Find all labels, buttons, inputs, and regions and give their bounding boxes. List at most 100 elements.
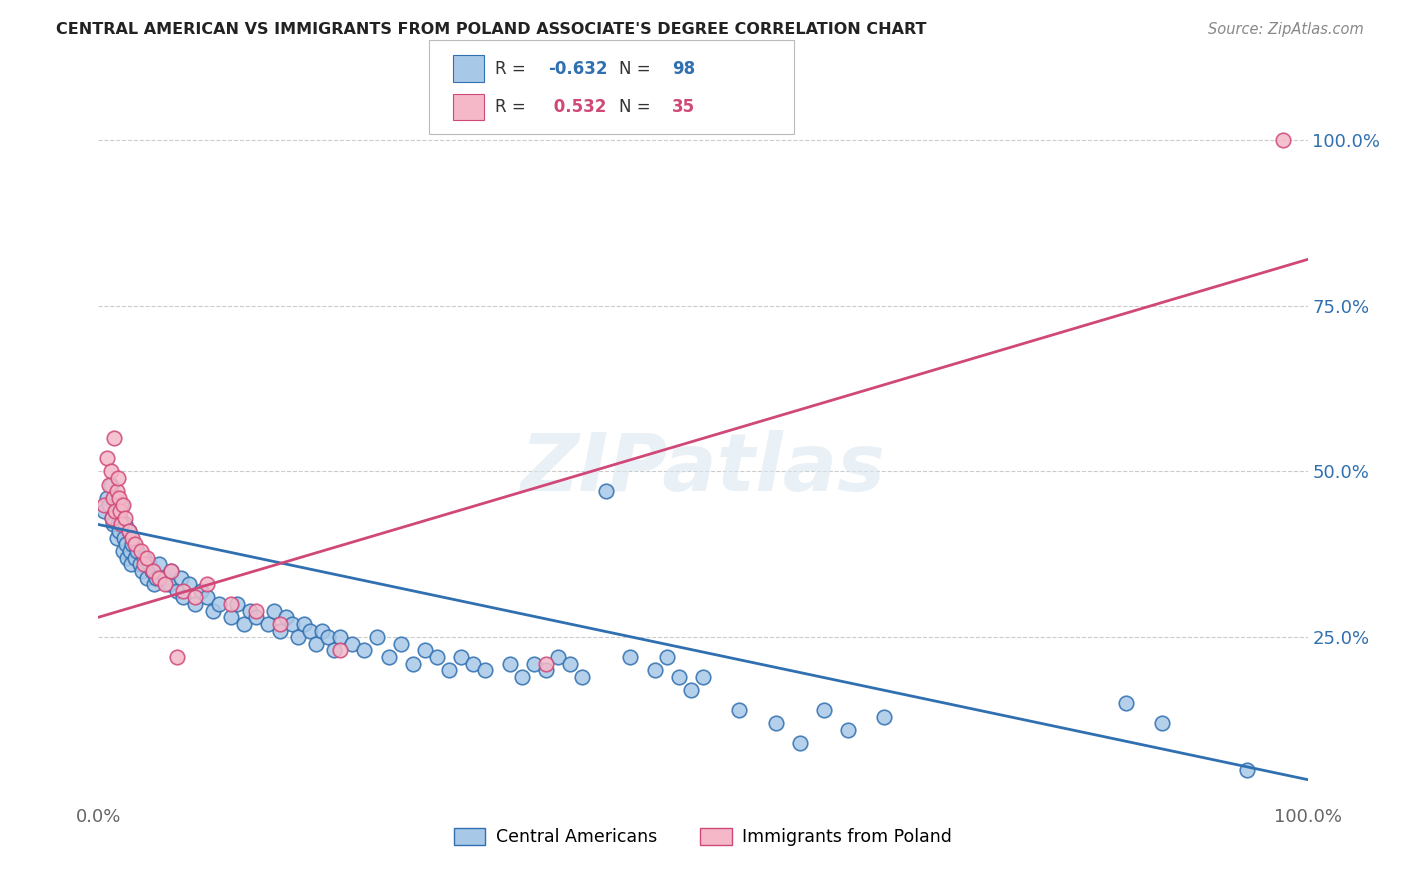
Point [107,471,129,485]
Point [108,524,131,538]
Point [679,683,702,698]
Point [169,570,191,584]
Point [141,564,163,578]
Point [145,570,167,584]
Text: N =: N = [619,60,655,78]
Point [148,570,170,584]
Point [111,498,134,512]
Point [104,504,127,518]
Point [166,650,188,665]
Point [153,570,176,584]
Point [274,610,297,624]
Point [108,491,131,505]
Point [93,498,115,512]
Point [179,577,201,591]
Point [366,630,388,644]
Point [118,544,141,558]
Point [118,524,141,538]
Point [323,643,346,657]
Point [292,616,315,631]
Point [299,624,322,638]
Point [124,550,146,565]
Legend: Central Americans, Immigrants from Poland: Central Americans, Immigrants from Polan… [447,822,959,854]
Point [547,650,569,665]
Point [534,663,557,677]
Point [202,604,225,618]
Point [105,531,128,545]
Point [157,577,180,591]
Point [413,643,436,657]
Point [166,583,188,598]
Point [402,657,425,671]
Point [195,577,218,591]
Point [172,591,194,605]
Point [105,484,128,499]
Point [195,591,218,605]
Point [1115,697,1137,711]
Point [127,544,149,558]
Text: R =: R = [495,60,531,78]
Text: R =: R = [495,98,531,116]
Point [114,511,136,525]
Point [239,604,262,618]
Text: 0.532: 0.532 [548,98,607,116]
Point [93,504,115,518]
Point [765,716,787,731]
Point [128,558,150,572]
Point [124,537,146,551]
Point [100,477,122,491]
Point [134,550,156,565]
Point [426,650,449,665]
Point [269,616,291,631]
Point [450,650,472,665]
Text: 35: 35 [672,98,695,116]
Point [287,630,309,644]
Point [101,517,124,532]
Point [121,537,143,551]
Point [208,597,231,611]
Point [498,657,520,671]
Point [129,544,152,558]
Point [558,657,581,671]
Point [474,663,496,677]
Point [111,544,134,558]
Point [108,504,131,518]
Point [142,564,165,578]
Point [256,616,278,631]
Point [103,431,125,445]
Point [117,550,139,565]
Text: 98: 98 [672,60,695,78]
Point [115,537,138,551]
Point [160,564,183,578]
Point [619,650,641,665]
Point [184,591,207,605]
Point [226,597,249,611]
Point [342,637,364,651]
Point [523,657,546,671]
Point [148,558,170,572]
Point [190,583,212,598]
Point [96,451,118,466]
Point [153,577,176,591]
Text: ZIPatlas: ZIPatlas [520,430,886,508]
Point [100,465,122,479]
Text: CENTRAL AMERICAN VS IMMIGRANTS FROM POLAND ASSOCIATE'S DEGREE CORRELATION CHART: CENTRAL AMERICAN VS IMMIGRANTS FROM POLA… [56,22,927,37]
Point [96,491,118,505]
Point [98,477,121,491]
Point [114,517,136,532]
Point [110,498,132,512]
Point [873,709,896,723]
Point [184,597,207,611]
Point [100,511,122,525]
Point [305,637,328,651]
Point [329,630,352,644]
Point [104,504,127,518]
Text: Source: ZipAtlas.com: Source: ZipAtlas.com [1208,22,1364,37]
Point [172,583,194,598]
Point [263,604,285,618]
Point [221,597,243,611]
Point [121,531,143,545]
Point [98,498,121,512]
Point [103,491,125,505]
Point [644,663,666,677]
